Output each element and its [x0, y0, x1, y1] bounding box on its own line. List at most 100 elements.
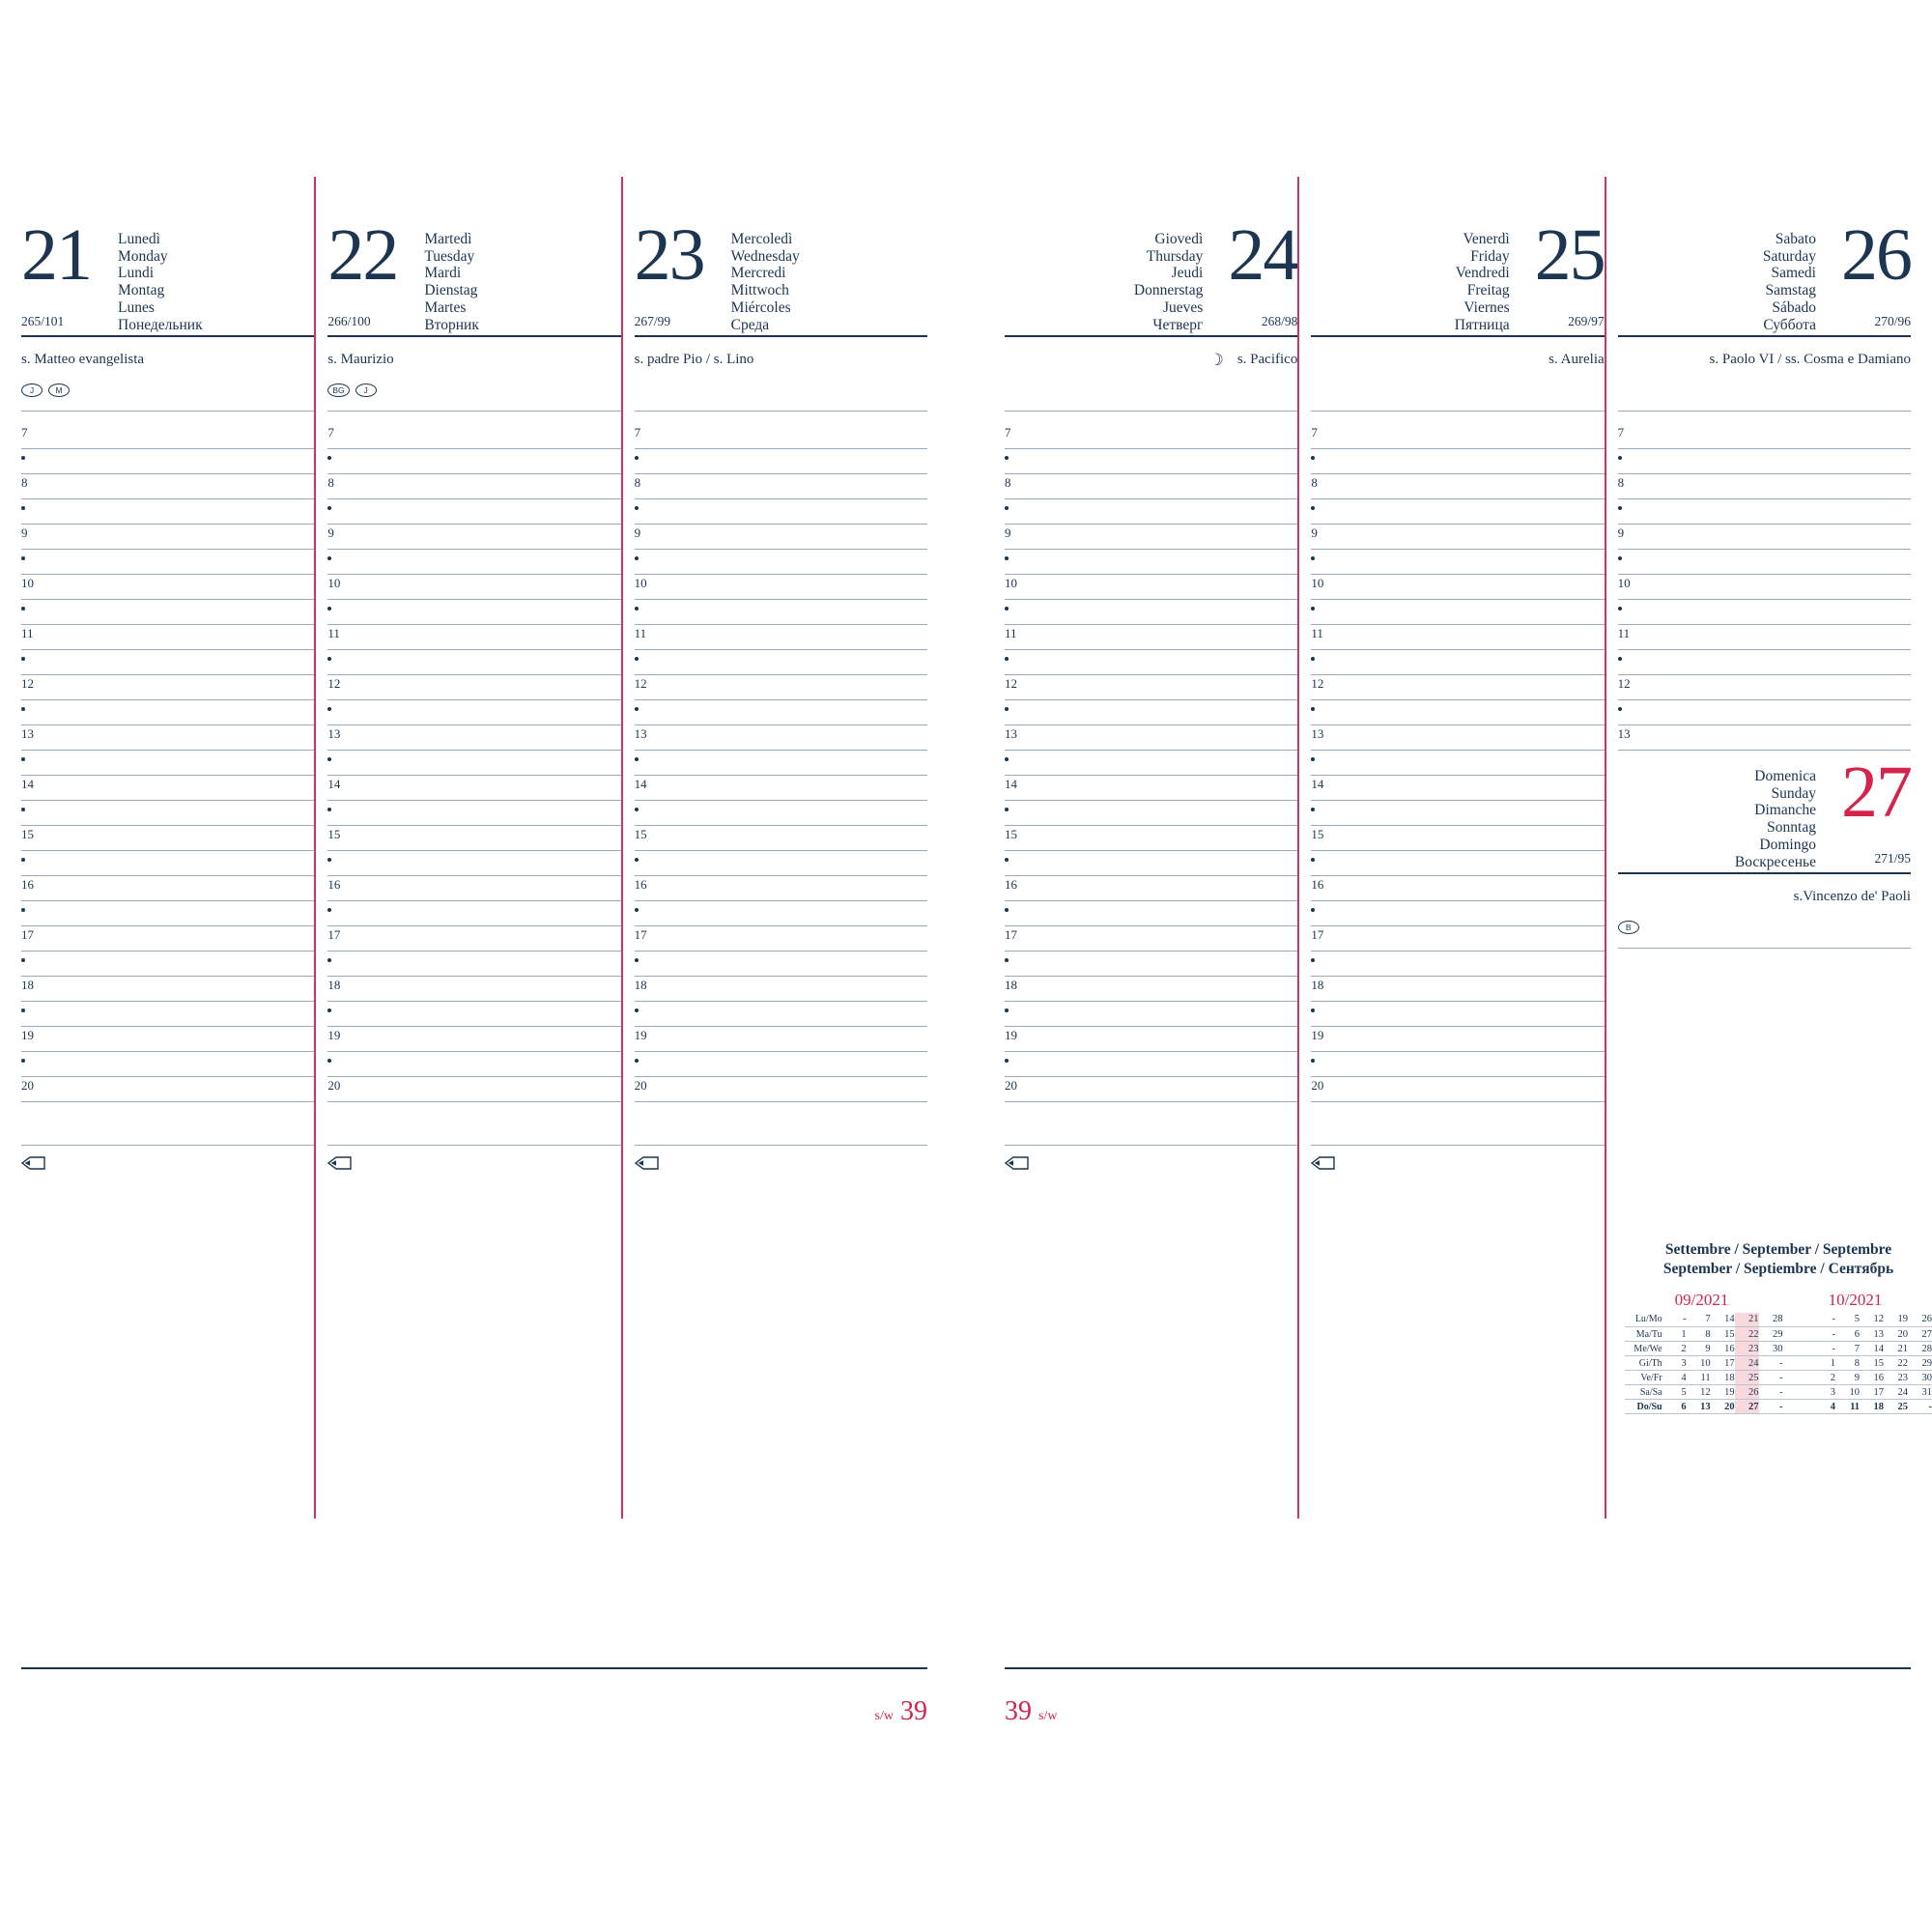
half-hour-row[interactable]	[1311, 650, 1605, 675]
half-hour-row[interactable]	[327, 751, 621, 776]
half-hour-row[interactable]	[21, 650, 315, 675]
hour-row[interactable]: 11	[634, 625, 927, 650]
half-hour-row[interactable]	[634, 1002, 927, 1027]
hour-row[interactable]: 15	[634, 826, 927, 851]
half-hour-row[interactable]	[21, 851, 315, 876]
hour-row[interactable]: 19	[1311, 1027, 1605, 1052]
hour-row[interactable]: 7	[327, 424, 621, 449]
half-hour-row[interactable]	[21, 550, 315, 575]
hour-row[interactable]: 20	[21, 1077, 315, 1102]
hour-row[interactable]: 7	[1005, 424, 1298, 449]
half-hour-row[interactable]	[1617, 600, 1911, 625]
hour-row[interactable]: 14	[21, 776, 315, 801]
half-hour-row[interactable]	[1005, 851, 1298, 876]
hour-row[interactable]: 12	[1617, 675, 1911, 700]
hour-row[interactable]: 7	[634, 424, 927, 449]
half-hour-row[interactable]	[21, 901, 315, 926]
half-hour-row[interactable]	[634, 700, 927, 725]
half-hour-row[interactable]	[327, 901, 621, 926]
half-hour-row[interactable]	[1617, 499, 1911, 525]
hour-row[interactable]: 13	[327, 725, 621, 751]
half-hour-row[interactable]	[1311, 801, 1605, 826]
hour-row[interactable]: 8	[21, 474, 315, 499]
half-hour-row[interactable]	[634, 499, 927, 525]
hour-row[interactable]: 20	[327, 1077, 621, 1102]
hour-row[interactable]: 14	[1005, 776, 1298, 801]
half-hour-row[interactable]	[327, 550, 621, 575]
hour-row[interactable]: 12	[327, 675, 621, 700]
hour-row[interactable]: 7	[1311, 424, 1605, 449]
half-hour-row[interactable]	[1311, 550, 1605, 575]
half-hour-row[interactable]	[1005, 801, 1298, 826]
hour-row[interactable]: 19	[21, 1027, 315, 1052]
hour-row[interactable]: 14	[327, 776, 621, 801]
half-hour-row[interactable]	[1617, 449, 1911, 474]
half-hour-row[interactable]	[634, 1052, 927, 1077]
half-hour-row[interactable]	[21, 801, 315, 826]
hour-row[interactable]: 20	[634, 1077, 927, 1102]
hour-row[interactable]: 10	[1617, 575, 1911, 600]
hour-row[interactable]: 7	[1617, 424, 1911, 449]
hour-row[interactable]: 15	[21, 826, 315, 851]
hour-row[interactable]: 8	[634, 474, 927, 499]
hour-row[interactable]: 9	[1311, 525, 1605, 550]
half-hour-row[interactable]	[1005, 1002, 1298, 1027]
half-hour-row[interactable]	[634, 851, 927, 876]
hour-row[interactable]: 17	[21, 926, 315, 952]
half-hour-row[interactable]	[327, 851, 621, 876]
half-hour-row[interactable]	[21, 952, 315, 977]
half-hour-row[interactable]	[1005, 751, 1298, 776]
hour-row[interactable]: 9	[1005, 525, 1298, 550]
half-hour-row[interactable]	[1005, 901, 1298, 926]
half-hour-row[interactable]	[1617, 650, 1911, 675]
half-hour-row[interactable]	[1005, 499, 1298, 525]
half-hour-row[interactable]	[21, 1052, 315, 1077]
hour-row[interactable]: 16	[1005, 876, 1298, 901]
hour-row[interactable]: 18	[1311, 977, 1605, 1002]
half-hour-row[interactable]	[21, 751, 315, 776]
note-area[interactable]	[1311, 1102, 1604, 1145]
hour-row[interactable]: 12	[21, 675, 315, 700]
note-area[interactable]	[635, 1102, 927, 1145]
hour-row[interactable]: 16	[634, 876, 927, 901]
hour-row[interactable]: 18	[1005, 977, 1298, 1002]
half-hour-row[interactable]	[1311, 952, 1605, 977]
half-hour-row[interactable]	[1311, 1052, 1605, 1077]
half-hour-row[interactable]	[21, 700, 315, 725]
half-hour-row[interactable]	[1005, 1052, 1298, 1077]
hour-row[interactable]: 11	[327, 625, 621, 650]
half-hour-row[interactable]	[634, 550, 927, 575]
half-hour-row[interactable]	[21, 600, 315, 625]
hour-row[interactable]: 7	[21, 424, 315, 449]
hour-row[interactable]: 10	[327, 575, 621, 600]
hour-row[interactable]: 8	[1005, 474, 1298, 499]
note-area[interactable]	[1005, 1102, 1297, 1145]
half-hour-row[interactable]	[1311, 499, 1605, 525]
hour-row[interactable]: 18	[327, 977, 621, 1002]
half-hour-row[interactable]	[1311, 751, 1605, 776]
hour-row[interactable]: 18	[634, 977, 927, 1002]
half-hour-row[interactable]	[327, 1052, 621, 1077]
hour-row[interactable]: 10	[1005, 575, 1298, 600]
hour-row[interactable]: 16	[1311, 876, 1605, 901]
half-hour-row[interactable]	[327, 600, 621, 625]
half-hour-row[interactable]	[327, 650, 621, 675]
half-hour-row[interactable]	[1311, 700, 1605, 725]
hour-row[interactable]: 13	[21, 725, 315, 751]
hour-row[interactable]: 10	[21, 575, 315, 600]
hour-row[interactable]: 19	[327, 1027, 621, 1052]
hour-row[interactable]: 9	[634, 525, 927, 550]
half-hour-row[interactable]	[327, 449, 621, 474]
half-hour-row[interactable]	[634, 650, 927, 675]
half-hour-row[interactable]	[1311, 901, 1605, 926]
hour-row[interactable]: 18	[21, 977, 315, 1002]
hour-row[interactable]: 20	[1005, 1077, 1298, 1102]
half-hour-row[interactable]	[21, 1002, 315, 1027]
half-hour-row[interactable]	[1005, 550, 1298, 575]
half-hour-row[interactable]	[634, 801, 927, 826]
half-hour-row[interactable]	[634, 751, 927, 776]
half-hour-row[interactable]	[1311, 449, 1605, 474]
hour-row[interactable]: 13	[1617, 725, 1911, 751]
hour-row[interactable]: 16	[327, 876, 621, 901]
hour-row[interactable]: 11	[21, 625, 315, 650]
